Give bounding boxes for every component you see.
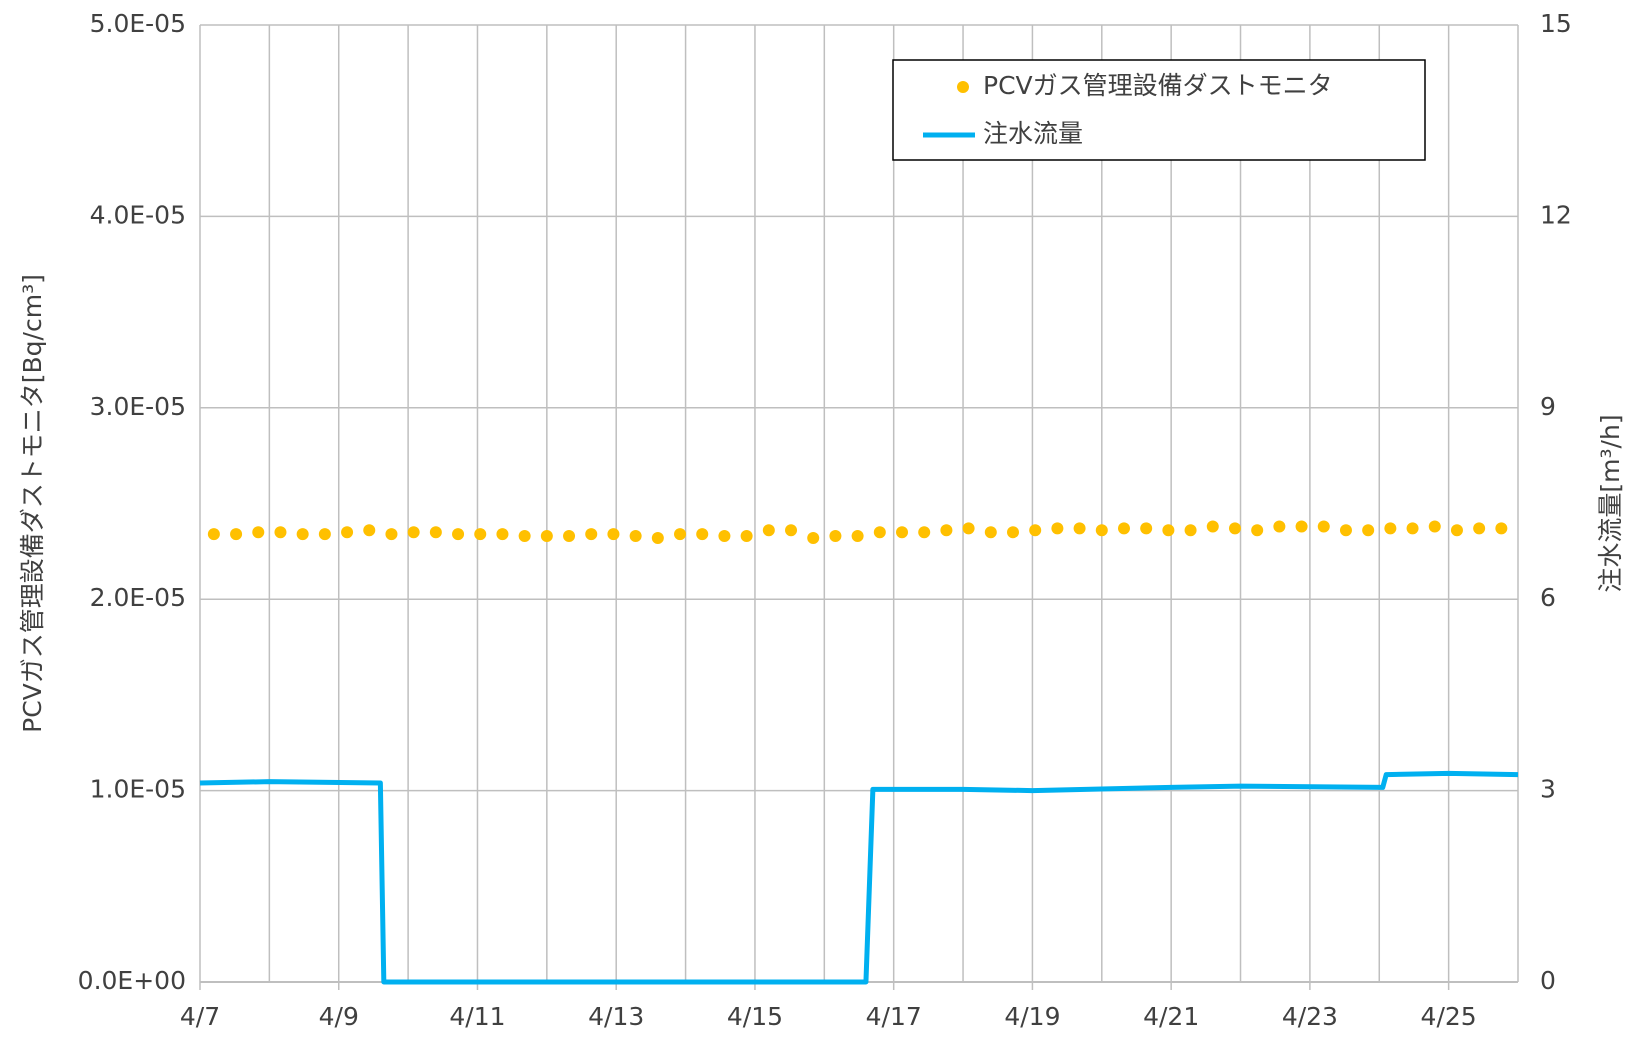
data-point [807,531,820,544]
data-point [851,530,864,543]
data-point [1117,522,1130,535]
data-point [1450,524,1463,537]
data-point [274,526,287,539]
y2-tick-label: 6 [1540,583,1556,612]
legend-label: 注水流量 [983,119,1083,148]
data-point [718,530,731,543]
data-point [1473,522,1486,535]
data-point [1428,520,1441,533]
data-point [318,528,331,541]
data-point [585,528,598,541]
data-point [696,528,709,541]
y2-tick-label: 3 [1540,775,1556,804]
y-tick-label: 0.0E+00 [78,966,186,995]
data-point [940,524,953,537]
y2-tick-label: 9 [1540,392,1556,421]
legend-label: PCVガス管理設備ダストモニタ [983,71,1333,100]
y-axis-label: PCVガス管理設備ダストモニタ[Bq/cm³] [18,274,47,733]
y2-axis-label: 注水流量[m³/h] [1596,414,1625,592]
data-point [1228,522,1241,535]
data-point [230,528,243,541]
data-point [1273,520,1286,533]
data-point [1406,522,1419,535]
y2-tick-label: 0 [1540,966,1556,995]
data-point [1073,522,1086,535]
data-point [540,530,553,543]
x-tick-label: 4/21 [1143,1002,1199,1031]
data-point [1495,522,1508,535]
y-tick-label: 3.0E-05 [90,392,186,421]
data-point [563,530,576,543]
data-point [785,524,798,537]
data-point [1339,524,1352,537]
data-point [407,526,420,539]
data-point [1095,524,1108,537]
data-point [762,524,775,537]
data-point [1384,522,1397,535]
data-point [385,528,398,541]
y-tick-label: 1.0E-05 [90,775,186,804]
data-point [252,526,265,539]
data-point [1184,524,1197,537]
data-point [1006,526,1019,539]
x-tick-label: 4/7 [180,1002,220,1031]
data-point [1162,524,1175,537]
data-point [629,530,642,543]
data-point [740,530,753,543]
y-tick-label: 5.0E-05 [90,9,186,38]
data-point [1317,520,1330,533]
data-point [1140,522,1153,535]
data-point [474,528,487,541]
y2-tick-label: 15 [1540,9,1572,38]
legend-box [892,59,1426,161]
data-point [363,524,376,537]
data-point [1251,524,1264,537]
data-point [984,526,997,539]
x-tick-label: 4/9 [319,1002,359,1031]
data-point [1206,520,1219,533]
data-point [1295,520,1308,533]
data-point [651,531,664,544]
data-point [873,526,886,539]
data-point [341,526,354,539]
data-point [1362,524,1375,537]
x-tick-label: 4/11 [449,1002,505,1031]
data-line [199,770,1519,985]
data-point [896,526,909,539]
data-point [607,528,620,541]
y-tick-label: 2.0E-05 [90,583,186,612]
data-point [452,528,465,541]
data-point [296,528,309,541]
x-tick-label: 4/13 [588,1002,644,1031]
x-tick-label: 4/15 [727,1002,783,1031]
y2-tick-label: 12 [1540,200,1572,229]
data-point [496,528,509,541]
data-point [1051,522,1064,535]
data-point [429,526,442,539]
data-point [674,528,687,541]
x-tick-label: 4/23 [1282,1002,1338,1031]
data-point [518,530,531,543]
data-point [829,530,842,543]
x-tick-label: 4/17 [866,1002,922,1031]
data-point [962,522,975,535]
data-point [918,526,931,539]
y-tick-label: 4.0E-05 [90,200,186,229]
data-point [207,528,220,541]
data-point [1029,524,1042,537]
x-tick-label: 4/25 [1421,1002,1477,1031]
x-tick-label: 4/19 [1004,1002,1060,1031]
legend-marker [957,81,969,93]
